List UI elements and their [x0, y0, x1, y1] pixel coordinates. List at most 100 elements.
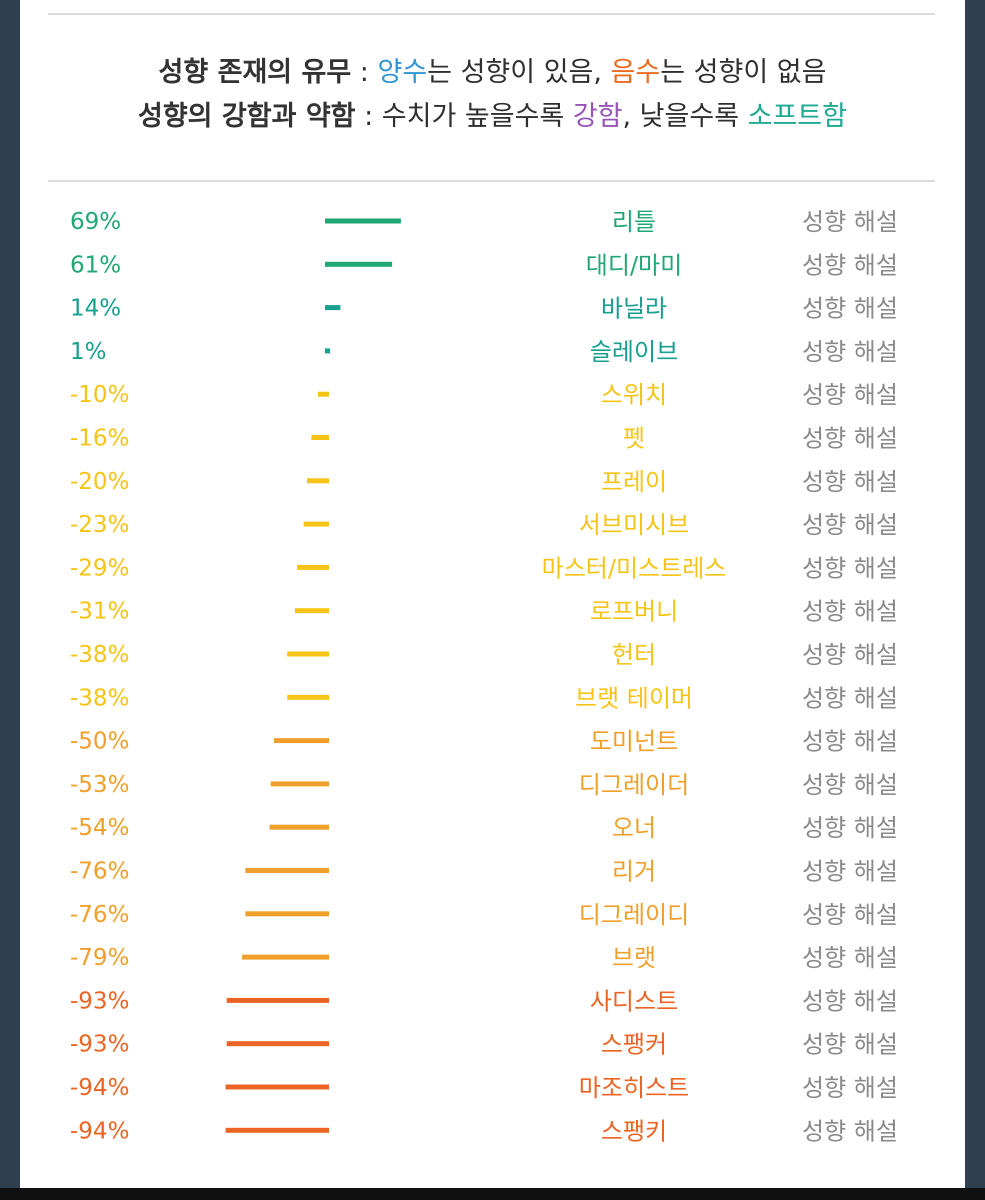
category-label: 디그레이더 — [579, 771, 689, 799]
detail-link[interactable]: 성향 해설 — [802, 468, 898, 496]
detail-link[interactable]: 성향 해설 — [802, 295, 898, 323]
value-label: -38% — [70, 685, 129, 711]
category-label: 로프버니 — [590, 598, 678, 626]
detail-link[interactable]: 성향 해설 — [802, 728, 898, 756]
existence-separator: : — [351, 57, 378, 88]
detail-link[interactable]: 성향 해설 — [802, 425, 898, 453]
value-label: -20% — [70, 469, 129, 495]
value-label: 14% — [70, 296, 121, 322]
category-label: 서브미시브 — [579, 511, 689, 539]
category-label: 스팽커 — [601, 1031, 667, 1059]
soft-word: 소프트함 — [747, 101, 847, 132]
strength-separator: : — [355, 101, 382, 132]
detail-link[interactable]: 성향 해설 — [802, 598, 898, 626]
value-label: -38% — [70, 642, 129, 668]
negative-word: 음수 — [610, 57, 661, 88]
legend-line-strength: 성향의 강함과 약함 : 수치가 높을수록 강함, 낮을수록 소프트함 — [20, 94, 965, 133]
bar — [225, 1084, 329, 1090]
value-label: -50% — [70, 729, 129, 755]
category-label: 브랫 테이머 — [575, 684, 693, 712]
top-divider — [48, 13, 935, 15]
bar — [270, 781, 329, 787]
detail-link[interactable]: 성향 해설 — [802, 381, 898, 409]
bar — [303, 521, 329, 527]
chart-divider — [48, 180, 935, 182]
strength-prefix: 수치가 높을수록 — [381, 101, 573, 132]
value-label: 69% — [70, 209, 121, 235]
detail-link[interactable]: 성향 해설 — [802, 338, 898, 366]
existence-term: 성향 존재의 유무 — [158, 57, 352, 88]
bar — [325, 348, 330, 354]
bar — [297, 564, 329, 570]
bar — [225, 1127, 329, 1133]
bar — [269, 824, 329, 830]
strong-word: 강함 — [572, 101, 623, 132]
value-label: -76% — [70, 902, 129, 928]
detail-link[interactable]: 성향 해설 — [802, 641, 898, 669]
detail-link[interactable]: 성향 해설 — [802, 1117, 898, 1145]
value-label: -16% — [70, 426, 129, 452]
category-label: 대디/마미 — [586, 251, 682, 279]
detail-link[interactable]: 성향 해설 — [802, 511, 898, 539]
value-label: -93% — [70, 988, 129, 1014]
detail-link[interactable]: 성향 해설 — [802, 684, 898, 712]
bar — [325, 218, 401, 224]
category-label: 슬레이브 — [590, 338, 678, 366]
category-label: 마스터/미스트레스 — [542, 554, 727, 582]
bar — [245, 868, 329, 873]
bar — [245, 911, 329, 917]
category-label: 디그레이디 — [579, 901, 689, 929]
value-label: 61% — [70, 252, 121, 278]
category-label: 사디스트 — [590, 987, 678, 1015]
bar — [242, 954, 329, 960]
detail-link[interactable]: 성향 해설 — [802, 208, 898, 236]
strength-middle: , 낮을수록 — [622, 101, 748, 132]
legend-line-existence: 성향 존재의 유무 : 양수는 성향이 있음, 음수는 성향이 없음 — [20, 50, 965, 89]
value-label: -54% — [70, 815, 129, 841]
category-label: 바닐라 — [601, 295, 667, 323]
detail-link[interactable]: 성향 해설 — [802, 1074, 898, 1102]
detail-link[interactable]: 성향 해설 — [802, 251, 898, 279]
positive-word: 양수 — [377, 57, 428, 88]
bottom-strip — [0, 1188, 985, 1200]
bar — [226, 1041, 329, 1047]
strength-term: 성향의 강함과 약함 — [137, 101, 356, 132]
detail-link[interactable]: 성향 해설 — [802, 1031, 898, 1059]
detail-link[interactable]: 성향 해설 — [802, 901, 898, 929]
value-label: -76% — [70, 859, 129, 885]
value-label: -29% — [70, 555, 129, 581]
category-label: 리거 — [612, 858, 656, 886]
category-label: 브랫 — [612, 944, 656, 972]
bar — [325, 261, 393, 267]
category-label: 리틀 — [612, 208, 656, 236]
value-label: -94% — [70, 1075, 129, 1101]
bar — [294, 608, 329, 614]
detail-link[interactable]: 성향 해설 — [802, 771, 898, 799]
category-label: 헌터 — [612, 641, 656, 669]
category-label: 펫 — [623, 425, 645, 453]
value-label: -94% — [70, 1118, 129, 1144]
negative-description: 는 성향이 없음 — [660, 57, 827, 88]
category-label: 마조히스트 — [579, 1074, 689, 1102]
detail-link[interactable]: 성향 해설 — [802, 944, 898, 972]
value-label: -23% — [70, 512, 129, 538]
detail-link[interactable]: 성향 해설 — [802, 858, 898, 886]
bar — [318, 391, 329, 397]
detail-link[interactable]: 성향 해설 — [802, 987, 898, 1015]
value-label: -79% — [70, 945, 129, 971]
detail-link[interactable]: 성향 해설 — [802, 554, 898, 582]
value-label: 1% — [70, 339, 107, 365]
value-label: -53% — [70, 772, 129, 798]
value-label: -31% — [70, 599, 129, 625]
category-label: 도미넌트 — [590, 728, 678, 756]
detail-link[interactable]: 성향 해설 — [802, 814, 898, 842]
bar — [311, 435, 329, 440]
category-label: 스팽키 — [601, 1117, 667, 1145]
category-label: 스위치 — [601, 381, 667, 409]
bar — [325, 305, 341, 311]
bar — [307, 478, 329, 484]
value-label: -93% — [70, 1032, 129, 1058]
bar — [226, 997, 329, 1003]
category-label: 오너 — [612, 814, 656, 842]
